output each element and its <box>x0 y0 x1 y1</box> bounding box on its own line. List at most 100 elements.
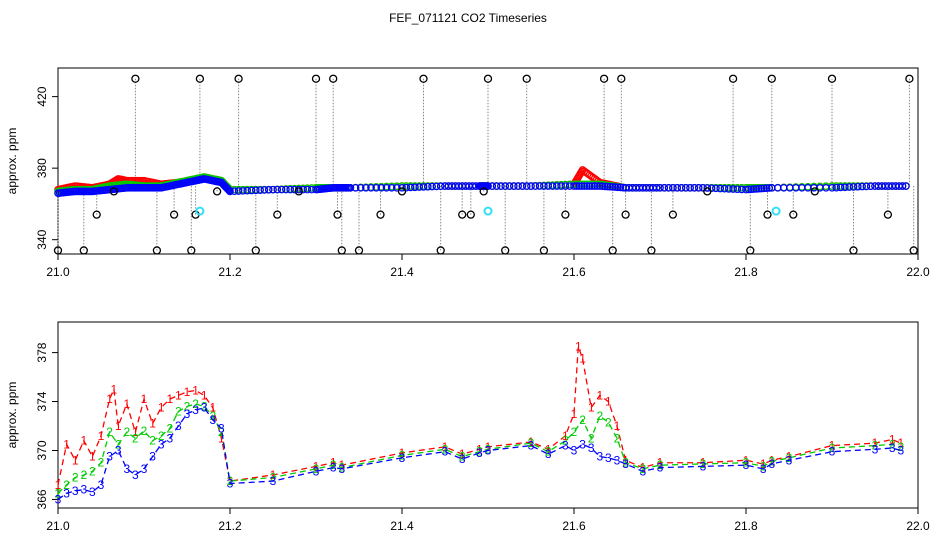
bottom-plot-frame <box>57 321 919 509</box>
series-2-marker: 2 <box>399 448 406 462</box>
bottom-x-tick-label: 21.4 <box>390 519 414 533</box>
series-3-point <box>488 182 497 190</box>
series-3-point <box>572 182 581 190</box>
series-3-point <box>273 185 282 194</box>
outlier-point <box>479 187 488 196</box>
series-1-marker: 1 <box>596 388 603 402</box>
series-2-marker: 2 <box>605 415 612 429</box>
outlier-point <box>337 246 346 255</box>
outlier-point <box>397 187 407 196</box>
series-2-marker: 2 <box>829 441 836 455</box>
top-x-tick-label: 21.6 <box>562 265 586 279</box>
series-2-marker: 2 <box>338 461 345 475</box>
series-3-point <box>601 182 609 191</box>
series-2-marker: 2 <box>115 437 122 451</box>
series-3-point <box>286 185 295 194</box>
outlier-point <box>251 246 260 255</box>
series-3-point <box>362 184 370 192</box>
series-2-marker: 2 <box>141 424 148 438</box>
bottom-y-tick-label: 378 <box>35 342 49 362</box>
series-2-marker: 2 <box>330 458 337 472</box>
series-3-marker: 3 <box>657 461 664 475</box>
outlier-point <box>849 246 858 255</box>
series-3-marker: 3 <box>614 453 621 467</box>
series-3-point <box>656 184 664 192</box>
series-3-point <box>583 182 591 190</box>
series-1-marker: 1 <box>657 456 664 470</box>
series-3-point <box>398 184 406 192</box>
series-3-point <box>733 185 742 194</box>
series-3-marker: 3 <box>786 453 793 467</box>
series-1-marker: 1 <box>313 459 320 473</box>
series-3-point <box>406 183 415 192</box>
series-1-marker: 1 <box>338 458 345 472</box>
series-1-marker: 1 <box>528 435 535 449</box>
series-3-point <box>436 182 445 191</box>
outlier-point <box>466 210 475 219</box>
series-2-marker: 2 <box>657 458 664 472</box>
series-2-marker: 2 <box>622 456 629 470</box>
outlier-point <box>273 210 282 219</box>
series-1-marker: 1 <box>743 453 750 467</box>
top-plot-frame <box>57 67 919 255</box>
series-3-point <box>252 186 260 195</box>
series-3-point <box>561 182 570 190</box>
series-3-marker: 3 <box>399 451 406 465</box>
series-2-marker: 2 <box>786 451 793 465</box>
series-3-marker: 3 <box>596 450 603 464</box>
outlier-point <box>621 210 630 219</box>
outlier-point <box>333 210 342 219</box>
series-2-marker: 2 <box>639 462 646 476</box>
series-2-marker: 2 <box>72 470 79 484</box>
outlier-point <box>763 210 772 219</box>
series-3-marker: 3 <box>622 457 629 471</box>
series-3-marker: 3 <box>201 401 208 415</box>
series-1-marker: 1 <box>89 450 96 464</box>
series-2-marker: 2 <box>459 450 466 464</box>
series-1-marker: 1 <box>80 434 87 448</box>
series-3-marker: 3 <box>639 464 646 478</box>
series-2-marker: 2 <box>270 470 277 484</box>
series-3-point <box>544 182 553 190</box>
outlier-point <box>617 74 626 83</box>
outlier-point <box>483 74 493 83</box>
series-3-marker: 3 <box>209 413 216 427</box>
series-2-marker: 2 <box>149 434 156 448</box>
series-3-point <box>590 182 599 190</box>
series-3-point <box>681 184 690 192</box>
series-3-point <box>664 184 673 192</box>
series-3-point <box>720 184 729 193</box>
series-1-marker: 1 <box>579 352 586 366</box>
series-2-marker: 2 <box>166 421 173 435</box>
series-2-marker: 2 <box>55 486 62 500</box>
series-3-point <box>299 185 307 194</box>
series-3-point <box>762 184 771 192</box>
series-3-point <box>585 182 594 190</box>
outlier-point <box>109 187 119 196</box>
series-1-marker: 1 <box>192 384 199 398</box>
series-3-point <box>580 182 589 190</box>
series-3-point <box>755 184 763 193</box>
outlier-point <box>294 187 303 196</box>
series-1-marker: 1 <box>158 401 165 415</box>
outlier-point <box>883 210 893 219</box>
outlier-point <box>376 210 385 219</box>
bottom-x-tick-label: 21.2 <box>218 519 242 533</box>
series-2-marker: 2 <box>63 478 70 492</box>
series-2-marker: 2 <box>313 462 320 476</box>
series-3-point <box>356 184 365 192</box>
top-x-tick-label: 21.4 <box>390 265 414 279</box>
series-3-point <box>535 182 544 190</box>
outlier-point <box>789 210 798 219</box>
series-3-point <box>256 186 264 194</box>
series-1-marker: 1 <box>227 474 234 488</box>
series-3-point <box>862 182 871 191</box>
series-3-point <box>346 184 355 192</box>
series-2-marker: 2 <box>106 425 113 439</box>
bottom-y-tick-label: 374 <box>35 391 49 411</box>
series-3-point <box>372 184 381 192</box>
series-1-marker: 1 <box>123 397 130 411</box>
series-3-point <box>411 183 419 192</box>
series-3-point <box>902 182 910 190</box>
top-x-tick-label: 21.2 <box>218 265 242 279</box>
